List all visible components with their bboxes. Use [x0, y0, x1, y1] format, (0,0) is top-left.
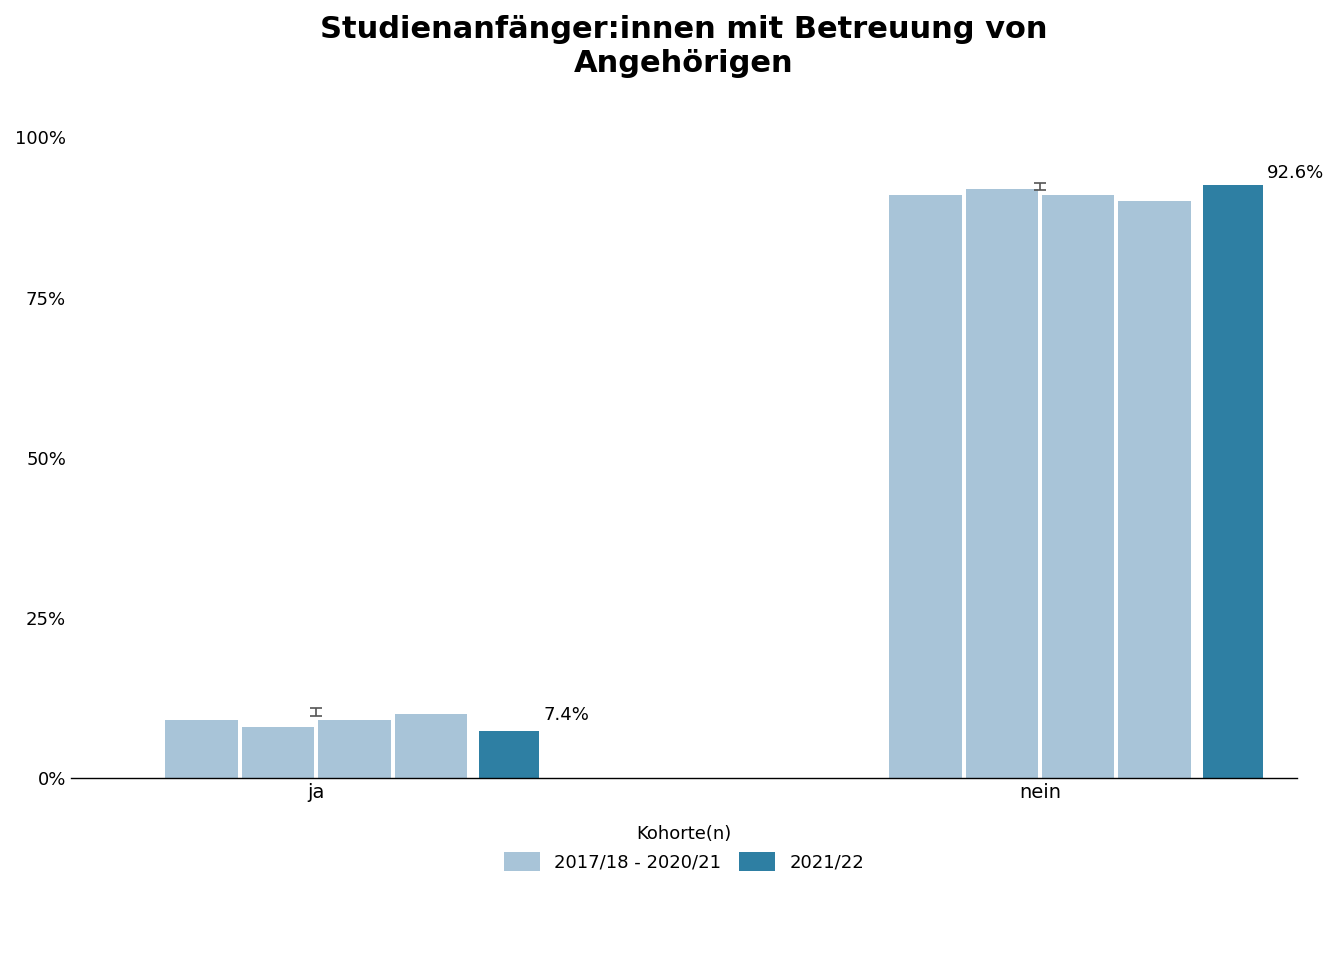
Bar — [395, 714, 466, 779]
Bar — [1042, 195, 1114, 779]
Bar — [478, 731, 539, 779]
Bar — [319, 720, 391, 779]
Bar — [165, 720, 238, 779]
Text: 7.4%: 7.4% — [543, 707, 589, 725]
Bar — [965, 188, 1038, 779]
Bar — [890, 195, 961, 779]
Bar — [1118, 202, 1191, 779]
Bar — [1203, 184, 1263, 779]
Bar — [242, 727, 314, 779]
Title: Studienanfänger:innen mit Betreuung von
Angehörigen: Studienanfänger:innen mit Betreuung von … — [320, 15, 1048, 78]
Text: 92.6%: 92.6% — [1267, 163, 1324, 181]
Legend: 2017/18 - 2020/21, 2021/22: 2017/18 - 2020/21, 2021/22 — [496, 818, 872, 878]
